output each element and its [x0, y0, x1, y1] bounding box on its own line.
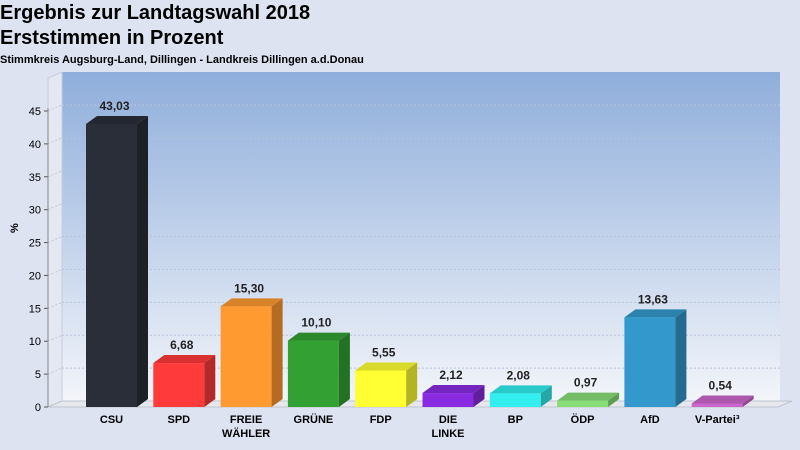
bar-top: [153, 355, 216, 364]
y-axis-ticks: 0 5 10 15 20 25 30 35 40 45: [29, 106, 49, 414]
category-label: FDP: [370, 414, 392, 426]
bar-side: [204, 355, 216, 407]
y-tick-label: 5: [35, 369, 41, 381]
bar-gr-ne: [287, 332, 350, 407]
bar-front: [287, 340, 339, 407]
data-label: 15,30: [234, 281, 264, 295]
grid-line-side: [47, 203, 63, 211]
bar-v-partei-: [691, 395, 754, 407]
grid-line-side: [47, 301, 63, 309]
bars: [86, 115, 754, 407]
bar-bp: [489, 385, 552, 407]
bar-top: [557, 392, 620, 401]
data-label: 0,97: [574, 376, 598, 390]
y-tick-label: 45: [29, 106, 41, 118]
bar-front: [624, 317, 676, 407]
data-labels: 43,03 6,68 15,30 10,10 5,55 2,12 2,08 0,97 13,63…: [99, 99, 732, 392]
grid-line-side: [47, 268, 63, 276]
category-label: AfD: [640, 414, 660, 426]
chart-title: Ergebnis zur Landtagswahl 2018: [0, 2, 311, 24]
bar-side: [338, 332, 350, 407]
category-label: SPD: [167, 414, 190, 426]
bar-top: [489, 385, 552, 394]
bar-fdp: [355, 362, 418, 407]
bar-front: [86, 123, 137, 407]
category-label: V-Partei³: [695, 414, 740, 426]
bar-front: [489, 393, 541, 407]
y-tick-label: 25: [29, 238, 41, 250]
category-label: WÄHLER: [222, 427, 270, 440]
bar-front: [355, 370, 407, 407]
data-label: 10,10: [301, 316, 331, 330]
category-label: GRÜNE: [294, 413, 334, 426]
bar-side: [137, 115, 148, 407]
plot-side-wall: [47, 71, 63, 408]
category-label: LINKE: [432, 428, 465, 440]
bar-side: [540, 385, 552, 407]
bar-top: [287, 332, 350, 341]
chart-subtitle: Stimmkreis Augsburg-Land, Dillingen - La…: [0, 54, 364, 66]
chart-title-line2: Erststimmen in Prozent: [0, 27, 224, 49]
bar-top: [220, 298, 283, 307]
y-tick-label: 10: [29, 336, 41, 348]
grid-line-side: [47, 367, 63, 375]
bar-side: [675, 309, 687, 407]
bar-front: [691, 403, 743, 407]
bar-top: [86, 115, 148, 124]
grid-line-side: [47, 334, 63, 342]
bar-side: [608, 392, 620, 407]
bar-side: [271, 298, 283, 407]
category-label: DIE: [439, 414, 457, 426]
bar-side: [406, 362, 418, 407]
data-label: 13,63: [638, 292, 668, 306]
y-tick-label: 35: [29, 172, 41, 184]
y-tick-label: 30: [29, 205, 41, 217]
bar-front: [557, 400, 609, 407]
bar-csu: [86, 115, 148, 407]
bar-side: [742, 395, 754, 407]
category-label: ÖDP: [571, 413, 595, 426]
category-label: FREIE: [230, 414, 262, 426]
grid-line-side: [47, 170, 63, 178]
y-tick-label: 20: [29, 270, 41, 282]
bar-top: [691, 395, 754, 404]
bar--dp: [557, 392, 620, 407]
grid-lines: [47, 104, 780, 375]
data-label: 0,54: [709, 378, 733, 392]
category-label: CSU: [100, 414, 123, 426]
y-tick-label: 0: [35, 402, 41, 414]
grid-line-side: [47, 104, 63, 112]
bar-side: [473, 385, 485, 407]
data-label: 43,03: [99, 99, 129, 113]
bar-top: [624, 309, 687, 318]
bar-afd: [624, 309, 687, 407]
bar-front: [153, 363, 205, 407]
bar-die-linke: [422, 385, 485, 407]
bar-spd: [153, 355, 216, 407]
bar-freie-w-hler: [220, 298, 283, 407]
bar-front: [422, 393, 474, 407]
y-tick-label: 40: [29, 139, 41, 151]
bar-top: [422, 385, 485, 394]
category-label: BP: [508, 414, 523, 426]
bar-front: [220, 306, 272, 407]
bar-top: [355, 362, 418, 371]
data-label: 2,08: [507, 368, 531, 382]
grid-line-side: [47, 236, 63, 244]
data-label: 2,12: [439, 368, 463, 382]
data-label: 6,68: [170, 338, 194, 352]
y-tick-label: 15: [29, 303, 41, 315]
grid-line-side: [47, 137, 63, 145]
data-label: 5,55: [372, 345, 396, 359]
